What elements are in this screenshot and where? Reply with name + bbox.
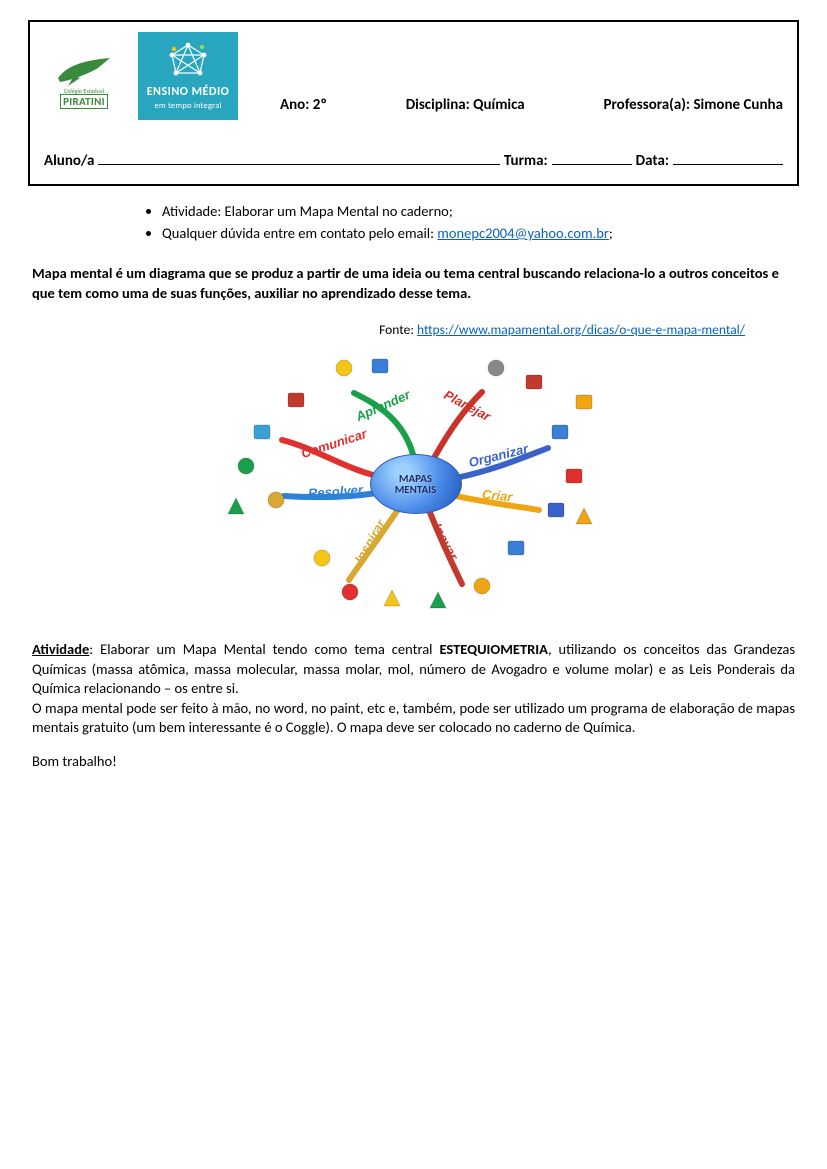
email-link[interactable]: monepc2004@yahoo.com.br bbox=[437, 224, 609, 242]
aluno-label: Aluno/a bbox=[44, 152, 94, 170]
ruler-icon bbox=[574, 392, 594, 412]
star-icon bbox=[382, 588, 402, 608]
piratini-name: PIRATINI bbox=[60, 94, 108, 109]
aluno-blank bbox=[98, 150, 499, 165]
key-icon bbox=[472, 576, 492, 596]
pencil-icon bbox=[574, 506, 594, 526]
clock-icon bbox=[486, 358, 506, 378]
turma-label: Turma: bbox=[504, 152, 548, 170]
bullet2-post: ; bbox=[609, 224, 613, 242]
heart-icon bbox=[340, 582, 360, 602]
window2-icon bbox=[524, 372, 544, 392]
definition-paragraph: Mapa mental é um diagrama que se produz … bbox=[32, 264, 795, 303]
ensino-line1: ENSINO MÉDIO bbox=[147, 85, 230, 99]
bullet2-pre: Qualquer dúvida entre em contato pelo em… bbox=[162, 224, 437, 242]
check-icon bbox=[226, 496, 246, 516]
activity-1a: : Elaborar um Mapa Mental tendo como tem… bbox=[89, 640, 439, 658]
window-icon bbox=[370, 356, 390, 376]
chart-icon bbox=[550, 422, 570, 442]
fonte-label: Fonte: bbox=[379, 321, 417, 338]
calendar-icon bbox=[564, 466, 584, 486]
bullet-list: Atividade: Elaborar um Mapa Mental no ca… bbox=[162, 202, 795, 242]
disciplina-label: Disciplina: Química bbox=[406, 96, 525, 114]
bullet-item-2: Qualquer dúvida entre em contato pelo em… bbox=[162, 224, 795, 242]
mindmap-figure: MAPAS MENTAIS AprenderComunicarResolverI… bbox=[32, 348, 795, 618]
header-box: Colégio Estadual PIRATINI ENSINO MÉDIO bbox=[28, 20, 799, 186]
header-top-row: Colégio Estadual PIRATINI ENSINO MÉDIO bbox=[44, 32, 783, 120]
logo-ensino-medio: ENSINO MÉDIO em tempo integral bbox=[138, 32, 238, 120]
swordfish-icon bbox=[54, 54, 114, 88]
phone-icon bbox=[236, 456, 256, 476]
bullet-item-1: Atividade: Elaborar um Mapa Mental no ca… bbox=[162, 202, 795, 220]
data-label: Data: bbox=[636, 152, 669, 170]
monitor-icon bbox=[506, 538, 526, 558]
tree-icon bbox=[428, 590, 448, 610]
list-icon bbox=[252, 422, 272, 442]
book-icon bbox=[286, 390, 306, 410]
fonte-line: Fonte: https://www.mapamental.org/dicas/… bbox=[32, 321, 795, 338]
center-line2: MENTAIS bbox=[395, 484, 437, 496]
network-globe-icon bbox=[166, 41, 210, 81]
turma-blank bbox=[552, 150, 632, 165]
activity-bold: ESTEQUIOMETRIA bbox=[439, 640, 547, 658]
data-blank bbox=[673, 150, 783, 165]
professora-label: Professora(a): Simone Cunha bbox=[604, 96, 783, 114]
smiley-icon bbox=[334, 358, 354, 378]
ensino-line2: em tempo integral bbox=[154, 101, 221, 111]
search-icon bbox=[266, 490, 286, 510]
mindmap-canvas: MAPAS MENTAIS AprenderComunicarResolverI… bbox=[204, 348, 624, 618]
bulb-icon bbox=[312, 548, 332, 568]
closing-line: Bom trabalho! bbox=[32, 752, 795, 770]
content-area: Atividade: Elaborar um Mapa Mental no ca… bbox=[28, 202, 799, 770]
music-icon bbox=[546, 500, 566, 520]
header-row2: Aluno/a Turma: Data: bbox=[44, 150, 783, 170]
mindmap-center: MAPAS MENTAIS bbox=[370, 454, 462, 514]
ano-label: Ano: 2º bbox=[280, 96, 327, 114]
activity-paragraph: Atividade: Elaborar um Mapa Mental tendo… bbox=[32, 640, 795, 738]
fonte-link[interactable]: https://www.mapamental.org/dicas/o-que-e… bbox=[417, 321, 745, 338]
header-info: Ano: 2º Disciplina: Química Professora(a… bbox=[252, 96, 783, 120]
activity-2: O mapa mental pode ser feito à mão, no w… bbox=[32, 699, 795, 737]
logo-piratini: Colégio Estadual PIRATINI bbox=[44, 42, 124, 120]
activity-lead: Atividade bbox=[32, 640, 89, 658]
